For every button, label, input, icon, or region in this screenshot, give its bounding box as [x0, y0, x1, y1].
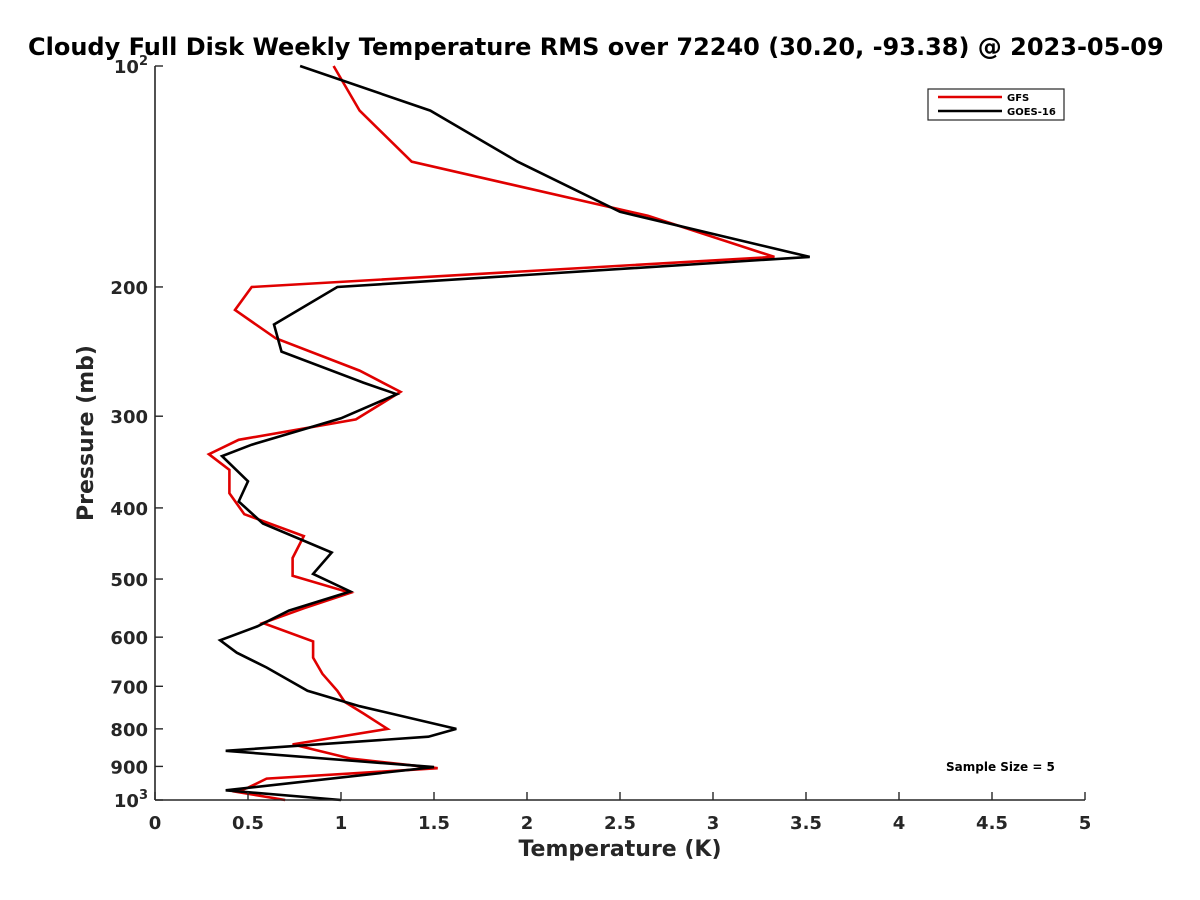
y-tick-label: 900	[110, 757, 148, 778]
series-line-goes-16	[217, 64, 811, 802]
x-tick-label: 2.5	[604, 813, 636, 834]
y-tick-label: 600	[110, 628, 148, 649]
y-tick-label: 200	[110, 278, 148, 299]
y-tick-label: 700	[110, 677, 148, 698]
series-lines-layer	[206, 64, 811, 802]
y-tick-label: 800	[110, 720, 148, 741]
y-tick-label: 102	[114, 54, 148, 78]
chart-title: Cloudy Full Disk Weekly Temperature RMS …	[28, 33, 1164, 61]
x-tick-label: 4	[893, 813, 906, 834]
x-tick-label: 2	[521, 813, 534, 834]
x-axis-label: Temperature (K)	[518, 837, 721, 862]
sample-size-annotation: Sample Size = 5	[946, 760, 1055, 774]
legend: GFS GOES-16	[927, 88, 1065, 121]
x-tick-label: 3.5	[790, 813, 822, 834]
x-tick-label: 1	[335, 813, 348, 834]
legend-label-gfs: GFS	[1007, 93, 1029, 104]
x-tick-label: 1.5	[418, 813, 450, 834]
legend-label-goes16: GOES-16	[1007, 107, 1056, 118]
y-tick-label: 500	[110, 570, 148, 591]
x-tick-label: 5	[1079, 813, 1092, 834]
x-tick-label: 3	[707, 813, 720, 834]
y-tick-label: 103	[114, 788, 148, 812]
x-tick-label: 0	[149, 813, 162, 834]
y-axis-label: Pressure (mb)	[74, 345, 99, 521]
x-ticks: 0 0.5 1 1.5 2 2.5 3 3.5 4 4.5 5	[149, 792, 1092, 834]
x-tick-label: 0.5	[232, 813, 264, 834]
legend-box	[927, 88, 1065, 121]
y-ticks: 102 200 300 400 500 600 700 800 900 103	[110, 54, 163, 812]
y-tick-label: 300	[110, 407, 148, 428]
y-tick-label: 400	[110, 499, 148, 520]
x-tick-label: 4.5	[976, 813, 1008, 834]
